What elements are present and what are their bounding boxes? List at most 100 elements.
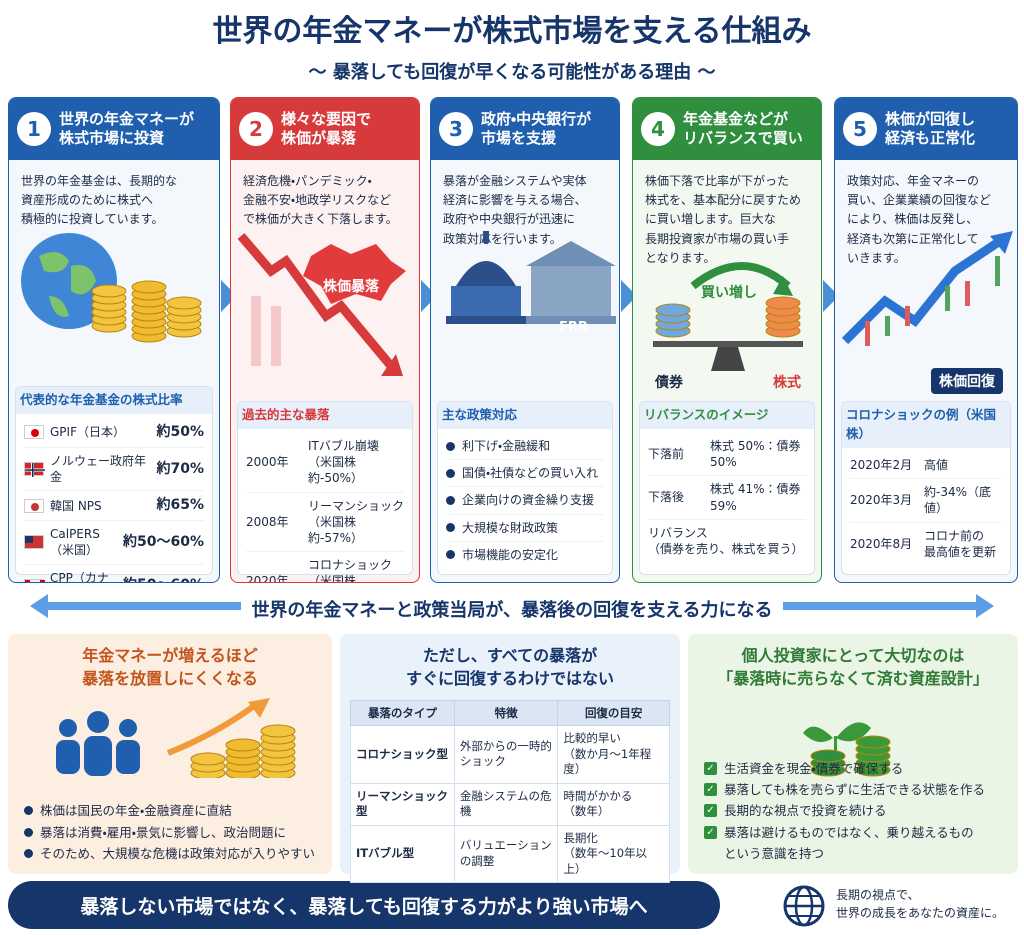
row-detail: ITバブル崩壊 （米国株 約-50%） [308, 439, 379, 486]
table-row: ITバブル型 バリュエーション の調整 長期化 （数年～10年以上） [350, 824, 670, 884]
table-cell: 時間がかかる （数年） [557, 782, 670, 826]
step-body: 経済危機・パンデミック・ 金融不安・地政学リスクなど で株価が大きく下落します。 [243, 174, 398, 227]
row-text: 大規模な財政政策 [462, 520, 559, 535]
illustration [835, 226, 1017, 386]
panel-art [56, 698, 296, 780]
info-box: 代表的な年金基金の株式比率 GPIF（日本） 約50% ノルウェー政府年金 約70% 韓国… [15, 386, 213, 582]
illustration-art [237, 233, 406, 376]
flag-art [31, 429, 39, 438]
bullet [24, 848, 33, 858]
row-label: 下落後 [648, 490, 685, 505]
panel-item: 株価は国民の年金・金融資産に直結 [24, 800, 322, 821]
step-header: 2 様々な要因で 株価が暴落 [231, 98, 419, 160]
panel-item: ✓ 暴落しても株を売らずに生活できる状態を作る [704, 779, 1008, 800]
box-row: 下落後 株式 41%：債券 59% [648, 476, 806, 520]
step-card: 5 株価が回復し 経済も正常化 政策対応、年金マネーの 買い、企業業績の回復など に… [834, 97, 1018, 583]
flag-art [25, 579, 45, 582]
globe-icon [783, 885, 825, 927]
table-cell: ITバブル型 [350, 824, 455, 884]
row-label: 2000年 [246, 455, 289, 470]
banner: 世界の年金マネーと政策当局が、暴落後の回復を支える力になる [0, 596, 1024, 622]
bottom-panel: 個人投資家にとって大切なのは 「暴落時に売らなくて済む資産設計」 ✓ 生活資金を現金… [688, 634, 1018, 874]
step-card: 3 政府・中央銀行が 市場を支援 暴落が金融システムや実体 経済に影響を与える場合、… [430, 97, 620, 583]
box-row: 2000年 ITバブル崩壊 （米国株 約-50%） [246, 433, 404, 493]
panel-list: 株価は国民の年金・金融資産に直結暴落は消費・雇用・景気に影響し、政治問題に そのた… [24, 800, 322, 864]
check-icon: ✓ [704, 761, 717, 775]
step-body: 政策対応、年金マネーの 買い、企業業績の回復など により、株価は反発し、 経済も… [847, 174, 992, 265]
row-text: リバランス （債券を売り、株式を買う） [648, 525, 804, 556]
box-row: 国債・社債などの買い入れ [446, 460, 604, 488]
box-title: コロナショックの例（米国株） [842, 402, 1010, 448]
bullet [446, 523, 455, 533]
bullet [24, 827, 33, 837]
table-cell: コロナショック型 [350, 725, 455, 784]
step-title: 政府・中央銀行が 市場を支援 [481, 109, 592, 148]
illustration-label: FRB [559, 320, 588, 335]
item-text: 暴落は避けるものではなく、乗り越えるもの という意識を持つ [724, 824, 974, 861]
footer-message: 暴落しない市場ではなく、暴落しても回復する力がより強い市場へ [8, 881, 720, 929]
footer-note: 長期の視点で、 世界の成長をあなたの資産に。 [836, 888, 1005, 920]
panel-item: 暴落は消費・雇用・景気に影響し、政治問題に [24, 822, 322, 843]
step-card: 1 世界の年金マネーが 株式市場に投資世界の年金基金は、長期的な 資産形成のために… [8, 97, 220, 583]
row-value: 約70% [156, 460, 204, 477]
panel-item: そのため、大規模な危機は政策対応が入りやすい [24, 843, 322, 864]
subtitle: ～ 暴落しても回復が早くなる可能性がある理由 ～ [308, 62, 716, 83]
step-title: 株価が回復し 経済も正常化 [885, 109, 976, 148]
box-row: 2020年2月 高値 [850, 452, 1002, 480]
box-title: リバランスのイメージ [640, 402, 814, 429]
illustration-art [21, 233, 202, 343]
item-text: 生活資金を現金・債券で確保する [724, 760, 904, 776]
box-row: 市場機能の安定化 [446, 542, 604, 568]
bullet [446, 495, 455, 505]
box-row: 企業向けの資金繰り支援 [446, 487, 604, 515]
box-row: リバランス （債券を売り、株式を買う） [648, 520, 806, 562]
illustration-label: 株価暴落 [323, 279, 379, 295]
table-header-cell: 特徴 [453, 700, 559, 726]
box-title: 代表的な年金基金の株式比率 [16, 387, 212, 414]
row-detail: 約-34%（底値） [924, 485, 992, 516]
bullet [446, 441, 455, 451]
row-label: CalPERS（米国） [50, 527, 100, 558]
step-title: 年金基金などが リバランスで買い [683, 109, 803, 148]
illustration-art [446, 231, 616, 324]
illustration-label: 債券 [655, 375, 683, 391]
row-label: 下落前 [648, 447, 685, 462]
row-value: 約65% [156, 497, 204, 514]
flag [24, 578, 45, 582]
table-cell: 外部からの一時的 ショック [453, 725, 559, 784]
row-label: 2020年8月 [850, 536, 913, 551]
bottom-panel: ただし、すべての暴落が すぐに回復するわけではない 暴落のタイプ 特徴 回復の目安 コロ… [340, 634, 680, 884]
flag [24, 425, 44, 440]
table-cell: 長期化 （数年～10年以上） [557, 824, 670, 884]
row-value: 約50% [156, 424, 204, 440]
banner-text: 世界の年金マネーと政策当局が、暴落後の回復を支える力になる [241, 600, 783, 621]
table-cell: 金融システムの危機 [453, 782, 559, 826]
row-text: 企業向けの資金繰り支援 [462, 493, 595, 508]
row-detail: リーマンショック （米国株 約-57%） [308, 498, 405, 545]
box-row: 大規模な財政政策 [446, 515, 604, 542]
illustration [633, 226, 821, 386]
flag-art [25, 463, 45, 478]
step-title: 世界の年金マネーが 株式市場に投資 [59, 109, 195, 148]
illustration-art [653, 262, 803, 371]
illustration-art [841, 231, 1013, 346]
crash-table: 暴落のタイプ 特徴 回復の目安 コロナショック型 外部からの一時的 ショック 比較的早い … [350, 700, 670, 884]
row-text: 市場機能の安定化 [462, 547, 559, 562]
step-number: 1 [17, 112, 51, 146]
box-row: ノルウェー政府年金 約70% [24, 448, 204, 492]
illustration [9, 226, 219, 386]
step-body: 株価下落で比率が下がった 株式を、基本配分に戻すため に買い増します。巨大な 長… [645, 174, 802, 265]
step-number: 2 [239, 112, 273, 146]
illustration-label: 株式 [773, 375, 801, 391]
item-text: 長期的な視点で投資を続ける [724, 803, 887, 819]
row-label: 韓国 NPS [50, 498, 102, 513]
step-header: 3 政府・中央銀行が 市場を支援 [431, 98, 619, 160]
step-body: 世界の年金基金は、長期的な 資産形成のために株式へ 積極的に投資しています。 [21, 174, 178, 227]
check-icon: ✓ [704, 825, 717, 839]
illustration-label: 株価回復 [931, 368, 1003, 394]
table-row: リーマンショック型 金融システムの危機 時間がかかる （数年） [350, 782, 670, 826]
item-text: 株価は国民の年金・金融資産に直結 [40, 803, 232, 819]
row-detail: 株式 41%：債券 59% [710, 482, 801, 513]
table-header-cell: 回復の目安 [557, 700, 670, 726]
flag [24, 462, 45, 478]
